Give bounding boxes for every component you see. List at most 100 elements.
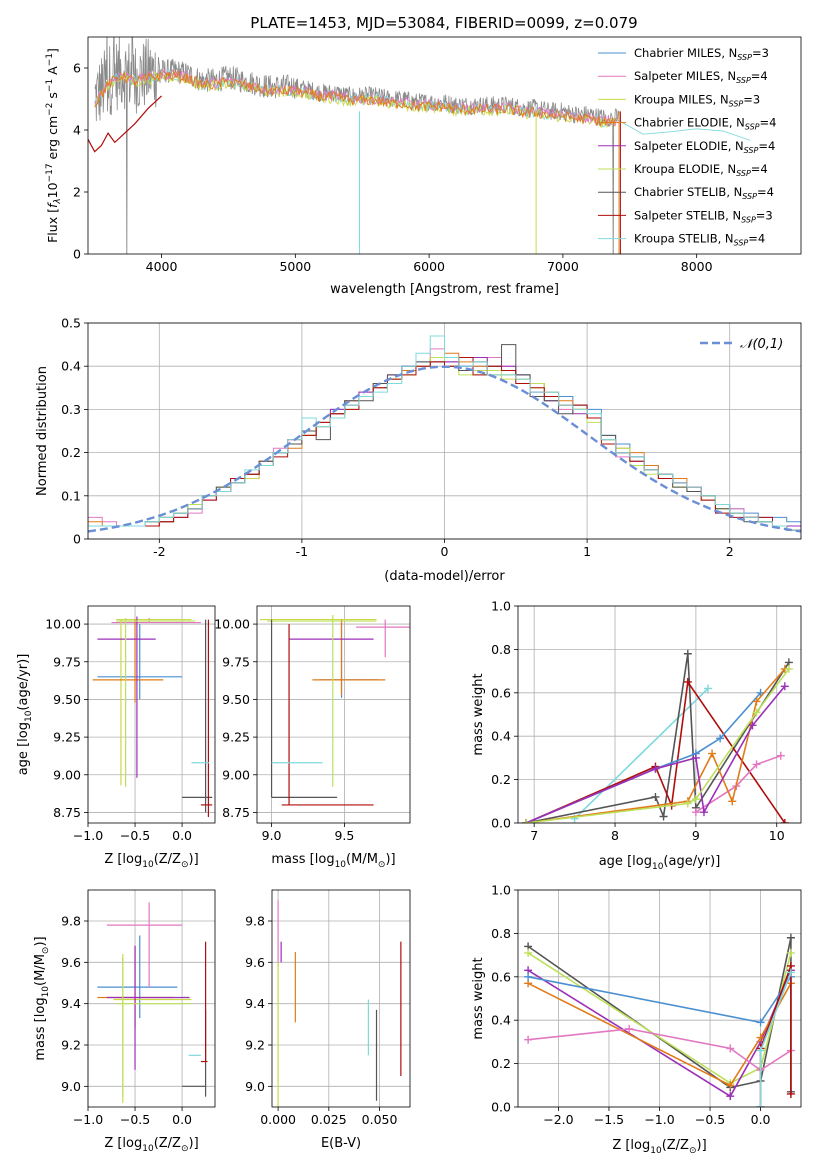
label-part: )] <box>697 1138 707 1153</box>
y-tick-label: 0.2 <box>61 445 81 460</box>
weight-marker <box>651 764 660 773</box>
x-axis-label: wavelength [Angstrom, rest frame] <box>330 282 559 297</box>
y-tick-label: 0.6 <box>491 969 511 984</box>
y-tick-label: 0.2 <box>491 1056 511 1071</box>
histograms <box>88 335 801 539</box>
y-tick-label: 0.1 <box>61 488 81 503</box>
x-tick-label: 0.0 <box>751 1112 771 1127</box>
legend-entry: 𝒩(0,1) <box>740 337 783 352</box>
y-tick-label: 6 <box>73 61 81 76</box>
legend-entry: Chabrier MILES, NSSP=3 <box>634 46 769 62</box>
label-part: (Z/Z <box>154 1136 181 1151</box>
weight-marker <box>683 649 692 658</box>
errorbars <box>92 616 213 817</box>
label-part: ⊙ <box>181 860 189 870</box>
label-part: Z [log <box>612 1138 650 1153</box>
x-axis-label: mass [log10(M/M⊙)] <box>271 852 395 870</box>
label-part: 10 <box>142 1144 154 1154</box>
weight-marker <box>683 799 692 808</box>
axes-frame <box>517 889 802 1108</box>
weight-marker <box>691 808 700 817</box>
axes-frame <box>256 605 411 824</box>
x-tick-label: 4000 <box>146 259 178 274</box>
label-part: ⊙ <box>378 860 386 870</box>
x-axis-label: Z [log10(Z/Z⊙)] <box>104 1136 198 1154</box>
y-tick-label: 9.0 <box>245 1079 265 1094</box>
x-tick-label: 0.050 <box>362 1112 398 1127</box>
label-part: 10 <box>45 182 60 198</box>
label-part: (age/yr)] <box>16 654 31 711</box>
legend-text: =4 <box>760 116 777 130</box>
weight-marker <box>780 819 789 823</box>
y-tick-label: 1.0 <box>491 599 511 614</box>
x-tick-label: -1 <box>296 544 308 559</box>
label-part: Z [log <box>104 1136 142 1151</box>
y-tick-label: 9.8 <box>61 914 81 929</box>
spectrum-axes: 4000 5000 6000 7000 8000 0 2 4 6 wavelength [Angs… <box>45 36 802 297</box>
y-tick-label: 9.25 <box>53 730 81 745</box>
label-part: (age/yr)] <box>663 854 720 869</box>
weight-marker <box>752 697 761 706</box>
weight-marker <box>784 664 793 673</box>
x-tick-label: −1.0 <box>73 1112 103 1127</box>
weight-marker <box>728 797 737 806</box>
label-part: −1 <box>45 79 55 92</box>
y-tick-label: 0.2 <box>491 772 511 787</box>
y-tick-label: 0.6 <box>491 685 511 700</box>
x-tick-label: -2 <box>153 544 165 559</box>
y-tick-label: 0.4 <box>61 359 81 374</box>
weight-marker <box>691 753 700 762</box>
x-tick-label: 9 <box>692 828 700 843</box>
errorbars <box>97 902 208 1103</box>
legend-entry: Kroupa STELIB, NSSP=4 <box>634 232 765 248</box>
weight-lines <box>524 933 795 1107</box>
weight-marker <box>752 760 761 769</box>
label-part: )] <box>385 852 395 867</box>
weight-marker <box>691 795 700 804</box>
x-tick-label: 0.000 <box>260 1112 296 1127</box>
y-tick-label: 10.00 <box>214 617 250 632</box>
y-axis-label: mass [log10(M/M⊙)] <box>33 936 51 1060</box>
weight-marker <box>522 819 531 823</box>
label-part: ⊙ <box>41 947 51 955</box>
x-tick-label: −2.0 <box>543 1112 573 1127</box>
mass_weight_vs_Z-axes: −2.0 −1.5 −1.0 −0.5 0.0 0.0 0.2 0.4 0.6 0.8 1.0 Z [… <box>471 883 802 1156</box>
y-tick-label: 9.6 <box>245 955 265 970</box>
legend-sub: SSP <box>736 76 751 85</box>
legend-text: =4 <box>751 162 768 176</box>
y-tick-label: 9.50 <box>222 692 250 707</box>
weight-marker <box>683 677 692 686</box>
residuals-axes: -2 -1 0 1 2 0 0.1 0.2 0.3 0.4 0.5 (data-model)/erro… <box>35 316 802 584</box>
label-part: ] <box>45 48 60 53</box>
axes-frame <box>87 322 802 540</box>
label-part: ⊙ <box>689 1146 697 1156</box>
legend-entry: Chabrier STELIB, NSSP=4 <box>634 185 774 201</box>
label-part: erg cm <box>45 116 60 164</box>
y-tick-label: 9.75 <box>222 654 250 669</box>
legend-entry: Kroupa MILES, NSSP=3 <box>634 92 760 108</box>
weight-marker <box>651 792 660 801</box>
y-tick-label: 1.0 <box>491 883 511 898</box>
label-part: A <box>45 66 60 79</box>
legend-sub: SSP <box>736 169 751 178</box>
weight-marker <box>756 1103 765 1107</box>
legend-text: Kroupa ELODIE, N <box>634 162 736 176</box>
weight-marker <box>708 749 717 758</box>
weight-lines <box>522 649 793 823</box>
x-tick-label: −1.0 <box>73 828 103 843</box>
axes-frame <box>87 605 216 824</box>
weight-series-line <box>525 668 786 823</box>
label-part: f <box>45 202 60 208</box>
label-part: )] <box>189 852 199 867</box>
weight-series-line <box>525 685 786 823</box>
y-tick-label: 9.4 <box>245 996 265 1011</box>
y-tick-label: 9.8 <box>245 914 265 929</box>
weight-marker <box>524 1035 533 1044</box>
legend-text: =3 <box>743 92 760 106</box>
axes-frame <box>87 36 802 255</box>
weight-marker <box>786 948 795 957</box>
weight-marker <box>748 721 757 730</box>
label-part: (M/M <box>33 954 48 986</box>
weight-marker <box>726 1092 735 1101</box>
